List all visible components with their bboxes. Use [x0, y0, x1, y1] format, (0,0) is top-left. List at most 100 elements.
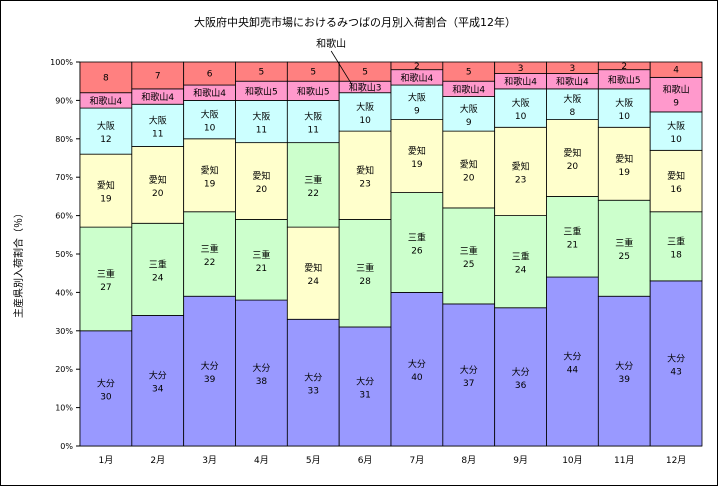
segment-name-label: 三重 — [408, 231, 426, 243]
data-label: 2 — [414, 62, 420, 72]
data-label: 和歌山4 — [452, 83, 485, 95]
bar-segment — [235, 142, 288, 220]
data-label: 26 — [411, 246, 423, 256]
segment-name-label: 三重 — [97, 268, 115, 280]
bar-segment — [597, 295, 651, 447]
segment-name-label: 大分 — [615, 360, 633, 372]
segment-name-label: 三重 — [149, 258, 167, 270]
segment-name-label: 大阪 — [356, 101, 374, 113]
data-label: 和歌山5 — [608, 74, 641, 86]
bar-segment — [79, 330, 133, 447]
segment-name-label: 三重 — [512, 251, 530, 263]
bar-segment — [494, 307, 547, 447]
data-label: 4 — [673, 66, 679, 76]
data-label: 34 — [152, 385, 164, 395]
bar-segment — [546, 88, 599, 120]
bar-segment — [79, 226, 133, 332]
segment-name-label: 大阪 — [667, 120, 685, 132]
bar-segment — [79, 61, 133, 94]
y-tick-label: 100% — [50, 58, 73, 67]
segment-name-label: 三重 — [252, 249, 270, 261]
data-label: 19 — [619, 168, 631, 178]
x-tick-label: 3月 — [202, 455, 217, 466]
data-label: 19 — [204, 179, 216, 189]
data-label: 9 — [673, 99, 679, 109]
segment-name-label: 大分 — [201, 360, 219, 372]
data-label: 和歌山5 — [297, 85, 330, 97]
y-tick-label: 20% — [55, 365, 73, 374]
x-tick-label: 10月 — [562, 455, 582, 466]
data-label: 21 — [256, 264, 267, 274]
bar-segment — [442, 303, 496, 447]
y-axis-label: 主産県別入荷割合（％） — [12, 208, 25, 318]
data-label: 21 — [567, 241, 578, 251]
segment-name-label: 愛知 — [615, 153, 633, 165]
segment-name-label: 三重 — [304, 174, 322, 186]
data-label: 20 — [567, 162, 579, 172]
bar-segment — [131, 61, 185, 90]
data-label: 20 — [256, 185, 268, 195]
segment-name-label: 愛知 — [97, 180, 115, 192]
data-label: 10 — [619, 112, 631, 122]
segment-name-label: 大阪 — [252, 111, 270, 123]
data-label: 9 — [414, 106, 420, 116]
data-label: 36 — [515, 381, 527, 391]
data-label: 31 — [359, 390, 370, 400]
data-label: 38 — [256, 377, 268, 387]
segment-name-label: 大分 — [356, 375, 374, 387]
bar-segment — [546, 276, 599, 447]
x-tick-label: 12月 — [666, 455, 686, 466]
bar-segment — [286, 226, 340, 320]
annotation-leader-line — [330, 50, 353, 86]
bar-segment — [131, 222, 185, 316]
segment-name-label: 大阪 — [512, 97, 530, 109]
segment-name-label: 愛知 — [356, 164, 374, 176]
y-tick-label: 70% — [55, 173, 73, 182]
segment-name-label: 大阪 — [201, 109, 219, 121]
bar-segment — [390, 192, 444, 293]
data-label: 22 — [308, 189, 319, 199]
segment-name-label: 大分 — [563, 351, 581, 363]
data-label: 28 — [359, 277, 371, 287]
bar-segment — [338, 130, 392, 220]
x-tick-label: 11月 — [614, 455, 634, 466]
data-label: 和歌山4 — [90, 95, 123, 107]
bar-segment — [131, 103, 185, 147]
data-label: 10 — [359, 116, 371, 126]
bar-segment — [183, 138, 236, 213]
data-label: 22 — [204, 258, 215, 268]
segment-name-label: 大分 — [304, 372, 322, 384]
data-label: 20 — [152, 189, 164, 199]
segment-name-label: 三重 — [615, 237, 633, 249]
bar-segment — [649, 211, 703, 282]
data-label: 11 — [308, 126, 319, 136]
y-tick-label: 0% — [60, 442, 73, 451]
data-label: 和歌山4 — [141, 91, 174, 103]
x-tick-label: 7月 — [410, 455, 425, 466]
segment-name-label: 大阪 — [408, 91, 426, 103]
segment-name-label: 愛知 — [304, 262, 322, 274]
data-label: 2 — [621, 62, 627, 72]
data-label: 16 — [670, 185, 682, 195]
segment-name-label: 和歌山 — [663, 84, 690, 96]
data-label: 11 — [152, 129, 163, 139]
bar-segment — [338, 219, 392, 328]
data-label: 9 — [466, 118, 472, 128]
y-tick-label: 10% — [55, 404, 73, 413]
data-label: 和歌山5 — [245, 85, 278, 97]
segment-name-label: 大阪 — [563, 93, 581, 105]
y-tick-label: 40% — [55, 288, 73, 297]
data-label: 23 — [515, 175, 526, 185]
bar-segment — [286, 318, 340, 447]
segment-name-label: 大分 — [408, 358, 426, 370]
bar-segment — [131, 315, 185, 447]
bar-segment — [649, 61, 703, 78]
bar-segment — [442, 130, 496, 209]
segment-name-label: 大阪 — [460, 103, 478, 115]
data-label: 33 — [308, 387, 319, 397]
data-label: 25 — [619, 252, 630, 262]
bar-segment — [338, 92, 392, 132]
bar-segment — [390, 291, 444, 447]
segment-name-label: 愛知 — [460, 159, 478, 171]
bar-segment — [649, 76, 703, 113]
